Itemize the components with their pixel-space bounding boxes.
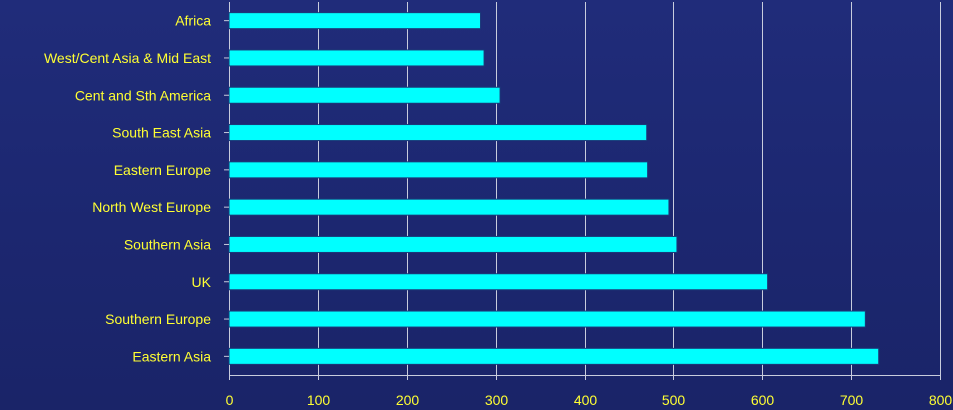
category-label: South East Asia	[112, 125, 211, 141]
x-tick-label: 400	[574, 392, 598, 408]
x-tick-label: 700	[840, 392, 864, 408]
bar	[228, 124, 648, 142]
bar	[228, 86, 501, 104]
x-tick-label: 800	[929, 392, 953, 408]
bar	[228, 310, 866, 328]
category-label: North West Europe	[92, 199, 211, 215]
x-tick-label: 300	[485, 392, 509, 408]
category-label: UK	[192, 274, 212, 290]
x-tick-label: 100	[307, 392, 331, 408]
bar	[228, 235, 678, 253]
category-label: Southern Asia	[124, 236, 211, 252]
bar	[228, 49, 485, 67]
x-tick-label: 0	[226, 392, 234, 408]
category-label: Southern Europe	[105, 311, 211, 327]
bar	[228, 12, 482, 30]
category-label: Eastern Europe	[114, 162, 211, 178]
category-label: Eastern Asia	[132, 348, 211, 364]
category-label: Africa	[175, 13, 211, 29]
bar	[228, 273, 769, 291]
x-tick-label: 500	[662, 392, 686, 408]
bar	[228, 198, 670, 216]
bar	[228, 161, 649, 179]
bar	[228, 347, 880, 365]
x-tick-label: 200	[396, 392, 420, 408]
category-label: West/Cent Asia & Mid East	[44, 50, 211, 66]
x-tick-label: 600	[751, 392, 775, 408]
category-label: Cent and Sth America	[75, 87, 211, 103]
